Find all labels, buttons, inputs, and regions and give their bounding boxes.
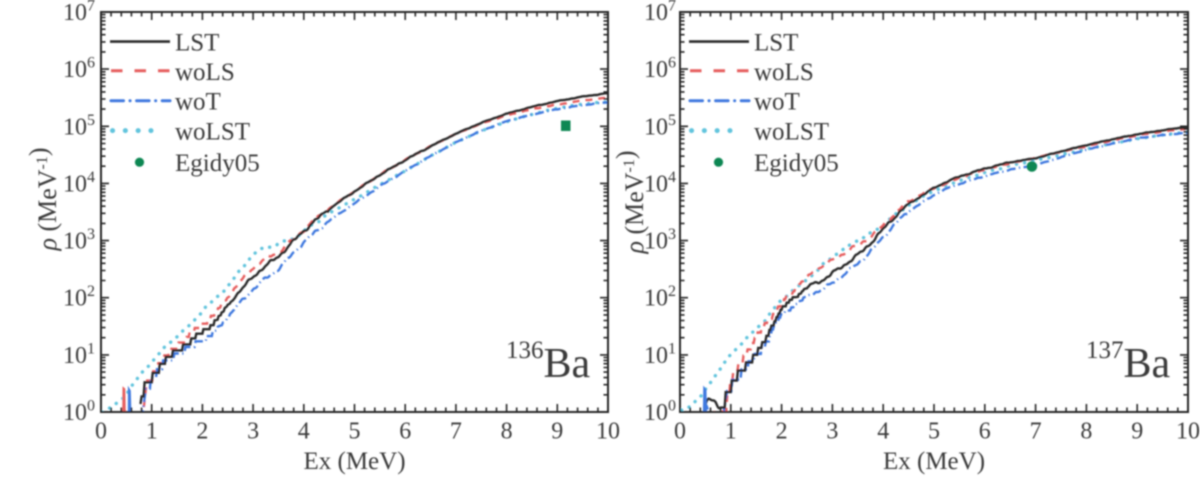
svg-text:103: 103 xyxy=(63,226,95,255)
svg-text:7: 7 xyxy=(1030,419,1042,445)
svg-text:10: 10 xyxy=(1176,419,1200,445)
svg-text:6: 6 xyxy=(979,419,991,445)
svg-text:1: 1 xyxy=(725,419,737,445)
svg-text:3: 3 xyxy=(826,419,838,445)
svg-text:Ex (MeV): Ex (MeV) xyxy=(883,448,985,475)
svg-text:Ex (MeV): Ex (MeV) xyxy=(303,448,405,475)
svg-text:0: 0 xyxy=(674,419,686,445)
svg-text:Egidy05: Egidy05 xyxy=(175,150,260,177)
svg-text:woLST: woLST xyxy=(754,119,829,146)
svg-text:woT: woT xyxy=(754,89,800,116)
svg-text:5: 5 xyxy=(928,419,940,445)
svg-text:woLS: woLS xyxy=(754,59,814,86)
svg-text:3: 3 xyxy=(247,419,259,445)
svg-text:9: 9 xyxy=(551,419,563,445)
svg-text:LST: LST xyxy=(754,30,798,57)
svg-text:6: 6 xyxy=(399,419,411,445)
svg-text:woT: woT xyxy=(175,89,221,116)
svg-text:105: 105 xyxy=(644,112,676,141)
svg-text:100: 100 xyxy=(63,398,95,427)
svg-text:woLST: woLST xyxy=(175,119,250,146)
svg-text:0: 0 xyxy=(95,419,107,445)
svg-text:5: 5 xyxy=(349,419,361,445)
svg-text:4: 4 xyxy=(298,419,310,445)
svg-text:1: 1 xyxy=(146,419,158,445)
svg-text:2: 2 xyxy=(196,419,208,445)
svg-text:8: 8 xyxy=(1080,419,1092,445)
svg-text:4: 4 xyxy=(877,419,889,445)
svg-text:LST: LST xyxy=(175,30,219,57)
svg-text:2: 2 xyxy=(776,419,788,445)
svg-text:9: 9 xyxy=(1131,419,1143,445)
svg-text:Egidy05: Egidy05 xyxy=(754,150,839,177)
svg-text:7: 7 xyxy=(450,419,462,445)
svg-text:8: 8 xyxy=(501,419,513,445)
svg-text:10: 10 xyxy=(596,419,620,445)
svg-text:107: 107 xyxy=(644,0,676,26)
svg-text:woLS: woLS xyxy=(175,59,235,86)
